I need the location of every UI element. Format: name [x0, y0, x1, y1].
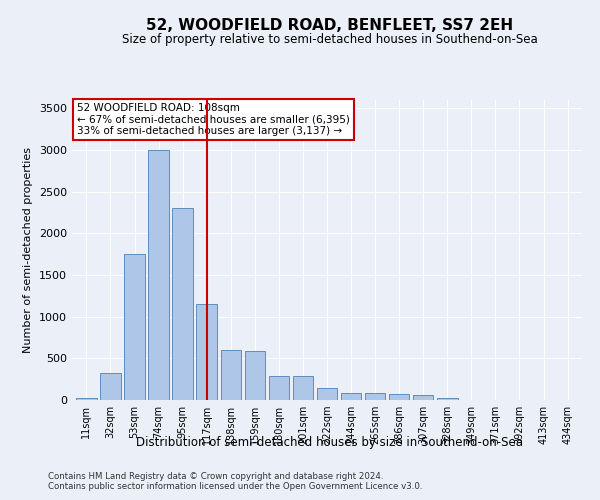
Bar — [76, 398, 97, 400]
Text: Distribution of semi-detached houses by size in Southend-on-Sea: Distribution of semi-detached houses by … — [137, 436, 523, 449]
Bar — [389, 394, 409, 400]
Text: 52, WOODFIELD ROAD, BENFLEET, SS7 2EH: 52, WOODFIELD ROAD, BENFLEET, SS7 2EH — [146, 18, 514, 32]
Bar — [365, 392, 385, 400]
Y-axis label: Number of semi-detached properties: Number of semi-detached properties — [23, 147, 34, 353]
Bar — [269, 376, 289, 400]
Text: Size of property relative to semi-detached houses in Southend-on-Sea: Size of property relative to semi-detach… — [122, 32, 538, 46]
Text: Contains HM Land Registry data © Crown copyright and database right 2024.: Contains HM Land Registry data © Crown c… — [48, 472, 383, 481]
Bar — [148, 150, 169, 400]
Text: 52 WOODFIELD ROAD: 108sqm
← 67% of semi-detached houses are smaller (6,395)
33% : 52 WOODFIELD ROAD: 108sqm ← 67% of semi-… — [77, 103, 350, 136]
Bar — [317, 388, 337, 400]
Bar — [341, 392, 361, 400]
Bar — [196, 304, 217, 400]
Bar — [413, 395, 433, 400]
Bar — [293, 376, 313, 400]
Bar — [124, 254, 145, 400]
Bar — [245, 351, 265, 400]
Bar — [172, 208, 193, 400]
Text: Contains public sector information licensed under the Open Government Licence v3: Contains public sector information licen… — [48, 482, 422, 491]
Bar — [221, 350, 241, 400]
Bar — [437, 398, 458, 400]
Bar — [100, 374, 121, 400]
